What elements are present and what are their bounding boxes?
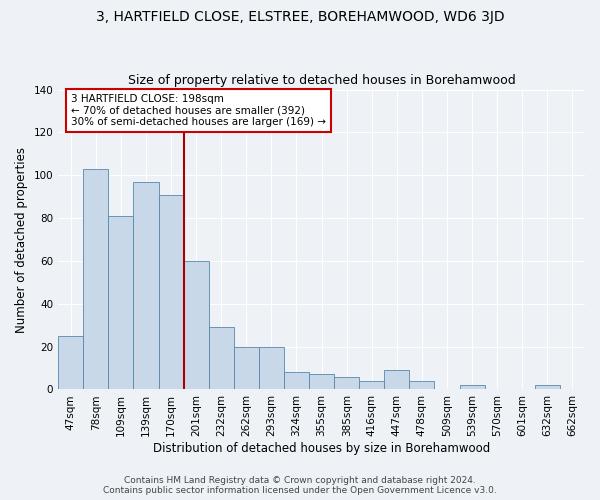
Bar [334, 376, 359, 390]
Bar [109, 216, 133, 390]
Bar [284, 372, 309, 390]
Text: 3, HARTFIELD CLOSE, ELSTREE, BOREHAMWOOD, WD6 3JD: 3, HARTFIELD CLOSE, ELSTREE, BOREHAMWOOD… [95, 10, 505, 24]
Text: 3 HARTFIELD CLOSE: 198sqm
← 70% of detached houses are smaller (392)
30% of semi: 3 HARTFIELD CLOSE: 198sqm ← 70% of detac… [71, 94, 326, 127]
Title: Size of property relative to detached houses in Borehamwood: Size of property relative to detached ho… [128, 74, 515, 87]
Bar [184, 261, 209, 390]
Bar [209, 328, 234, 390]
Text: Contains HM Land Registry data © Crown copyright and database right 2024.
Contai: Contains HM Land Registry data © Crown c… [103, 476, 497, 495]
Y-axis label: Number of detached properties: Number of detached properties [15, 146, 28, 332]
Bar [158, 194, 184, 390]
Bar [409, 381, 434, 390]
Bar [460, 385, 485, 390]
Bar [359, 381, 385, 390]
Bar [58, 336, 83, 390]
Bar [133, 182, 158, 390]
Bar [309, 374, 334, 390]
X-axis label: Distribution of detached houses by size in Borehamwood: Distribution of detached houses by size … [153, 442, 490, 455]
Bar [259, 346, 284, 390]
Bar [234, 346, 259, 390]
Bar [535, 385, 560, 390]
Bar [385, 370, 409, 390]
Bar [83, 169, 109, 390]
